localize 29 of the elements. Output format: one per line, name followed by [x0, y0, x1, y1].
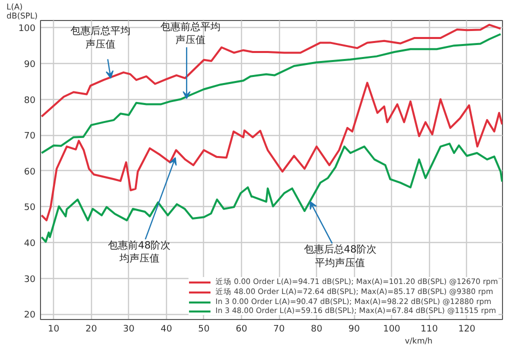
x-tick-label: 100: [383, 324, 401, 334]
y-tick-label: 70: [24, 132, 36, 142]
line-series: [40, 24, 502, 118]
x-tick-label: 90: [348, 324, 360, 334]
y-tick-label: 40: [24, 239, 36, 250]
x-tick-label: 40: [160, 324, 172, 334]
annotation: 包惠前总平均声压值: [160, 20, 221, 46]
y-axis-title: L(A) dB(SPL): [6, 2, 38, 20]
y-tick-label: 30: [24, 274, 36, 285]
annotation: 包惠后总平均声压值: [70, 25, 131, 50]
y-tick-label: 20: [24, 310, 36, 321]
y-tick-label: 80: [24, 96, 36, 106]
x-tick-label: 20: [85, 324, 98, 334]
x-tick-label: 60: [236, 324, 248, 334]
x-tick-label: 30: [123, 324, 135, 334]
y-tick-label: 60: [24, 167, 36, 178]
y-tick-label: 100: [18, 24, 36, 34]
annotation: 包惠后总48阶次平均声压值: [304, 244, 377, 269]
y-tick-label: 90: [24, 60, 36, 70]
x-tick-label: 80: [310, 324, 323, 334]
y-tick-label: 50: [24, 203, 36, 214]
x-tick-label: 70: [273, 324, 286, 334]
x-axis-title: v/km/h: [404, 336, 433, 346]
x-tick-label: 120: [458, 324, 476, 334]
x-tick-label: 10: [48, 324, 60, 334]
x-tick-label: 110: [420, 324, 438, 334]
x-tick-label: 50: [198, 324, 210, 334]
line-series: [40, 82, 502, 222]
annotation: 包惠前48阶次均声压值: [108, 239, 171, 265]
